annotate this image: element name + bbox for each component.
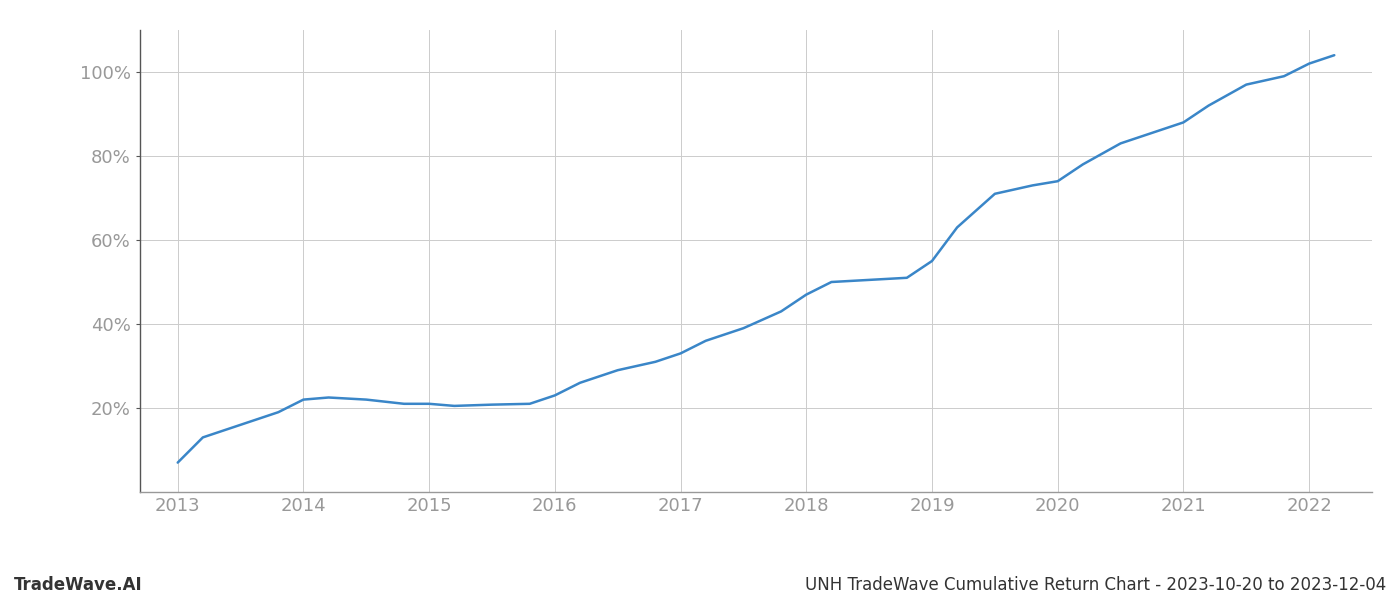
Text: TradeWave.AI: TradeWave.AI — [14, 576, 143, 594]
Text: UNH TradeWave Cumulative Return Chart - 2023-10-20 to 2023-12-04: UNH TradeWave Cumulative Return Chart - … — [805, 576, 1386, 594]
